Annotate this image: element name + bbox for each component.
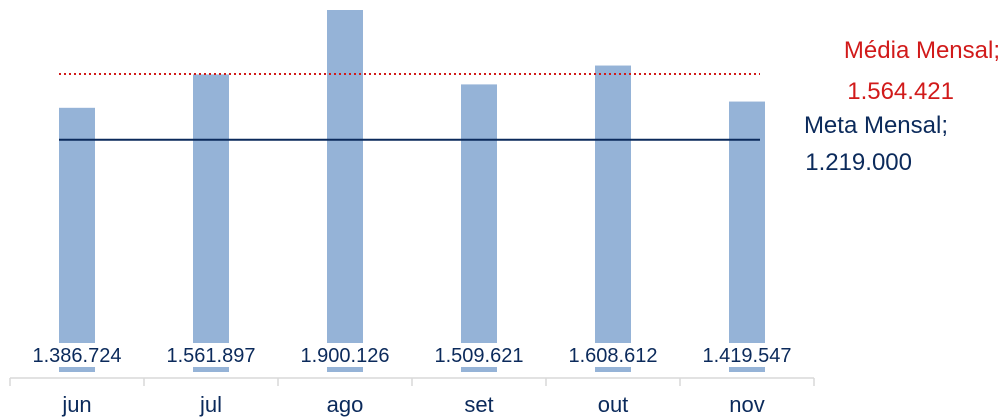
data-label-bg-out xyxy=(593,343,633,367)
data-label-bg-nov xyxy=(727,343,767,367)
data-label-nov: 1.419.547 xyxy=(703,345,792,367)
meta-mensal-label: Meta Mensal; xyxy=(804,112,948,139)
data-label-ago: 1.900.126 xyxy=(301,345,390,367)
data-label-out: 1.608.612 xyxy=(569,345,658,367)
bar-ago xyxy=(327,10,363,372)
category-label-jun: jun xyxy=(61,392,91,417)
media-mensal-label: Média Mensal; xyxy=(844,37,1000,64)
data-label-bg-jul xyxy=(191,343,231,367)
data-label-set: 1.509.621 xyxy=(435,345,524,367)
bar-nov xyxy=(729,101,765,372)
media-mensal-value: 1.564.421 xyxy=(847,78,954,105)
data-labels-group: 1.386.724 1.561.897 1.900.126 1.509.621 1.60… xyxy=(33,343,792,367)
data-label-bg-set xyxy=(459,343,499,367)
bar-out xyxy=(595,65,631,372)
meta-mensal-value: 1.219.000 xyxy=(805,149,912,176)
x-axis-ticks xyxy=(9,378,815,386)
bar-set xyxy=(461,84,497,372)
category-label-out: out xyxy=(598,392,629,417)
bars-group xyxy=(59,10,765,372)
category-labels-group: jun jul ago set out nov xyxy=(61,392,764,417)
bar-jul xyxy=(193,74,229,372)
category-label-nov: nov xyxy=(729,392,764,417)
data-label-jun: 1.386.724 xyxy=(33,345,122,367)
category-label-set: set xyxy=(464,392,493,417)
category-label-ago: ago xyxy=(327,392,364,417)
data-label-bg-ago xyxy=(325,343,365,367)
data-label-bg-jun xyxy=(57,343,97,367)
category-label-jul: jul xyxy=(199,392,222,417)
data-label-jul: 1.561.897 xyxy=(167,345,256,367)
bar-jun xyxy=(59,107,95,372)
